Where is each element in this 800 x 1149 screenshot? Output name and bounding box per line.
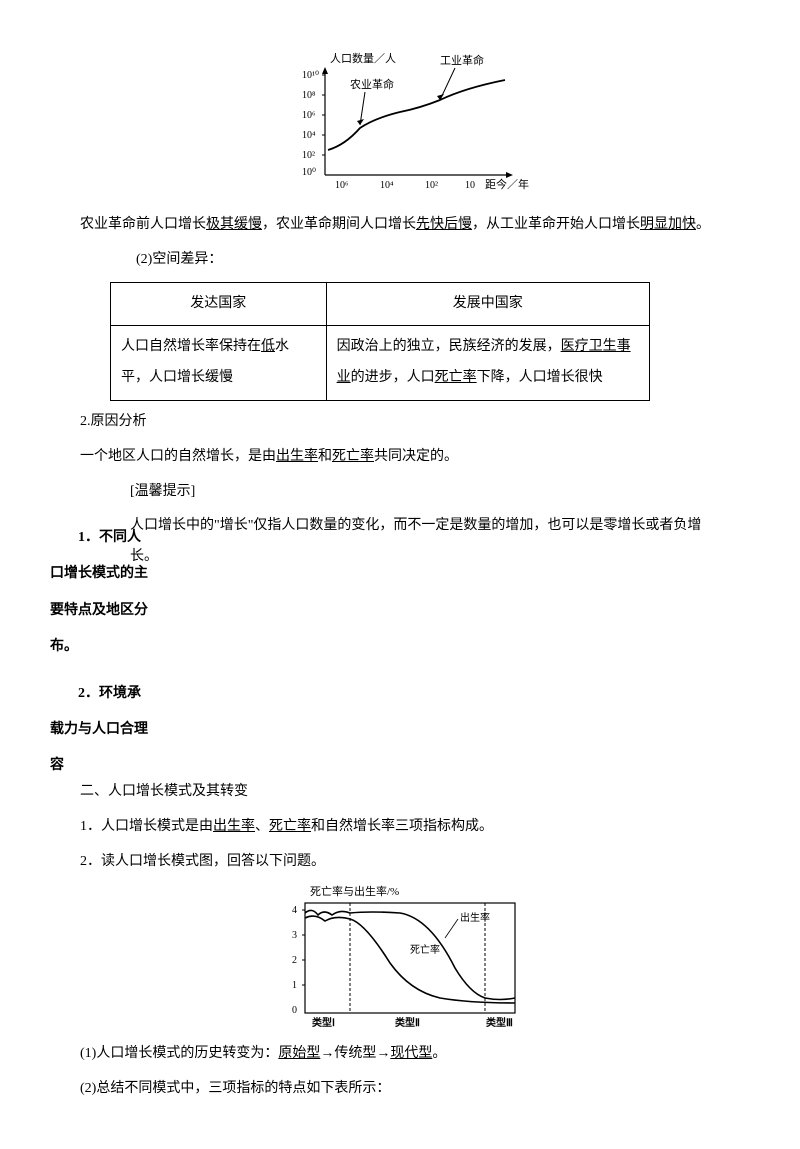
th-developing: 发展中国家: [326, 282, 649, 326]
svg-text:10⁰: 10⁰: [302, 167, 316, 178]
svg-text:10: 10: [465, 180, 475, 191]
svg-text:3: 3: [292, 930, 297, 941]
td-developing: 因政治上的独立，民族经济的发展，医疗卫生事业的进步，人口死亡率下降，人口增长很快: [326, 326, 649, 401]
spacer: [80, 577, 720, 777]
td-developed: 人口自然增长率保持在低水平，人口增长缓慢: [111, 326, 327, 401]
industrial-annot: 工业革命: [440, 53, 484, 67]
th-developed: 发达国家: [111, 282, 327, 326]
main-content: 农业革命前人口增长极其缓慢，农业革命期间人口增长先快后慢，从工业革命开始人口增长…: [80, 210, 720, 1105]
svg-text:类型Ⅰ: 类型Ⅰ: [312, 1016, 335, 1029]
svg-text:10²: 10²: [425, 180, 438, 191]
svg-text:4: 4: [292, 905, 297, 916]
y-axis-label: 人口数量／人: [330, 52, 396, 65]
svg-text:0: 0: [292, 1005, 297, 1016]
svg-text:10⁶: 10⁶: [335, 180, 349, 191]
svg-text:1: 1: [292, 980, 297, 991]
para-transition: (1)人口增长模式的历史转变为：原始型→传统型→现代型。: [80, 1039, 720, 1070]
para-reason-title: 2.原因分析: [80, 407, 720, 438]
para-summary: (2)总结不同模式中，三项指标的特点如下表所示：: [80, 1074, 720, 1105]
svg-text:10⁶: 10⁶: [302, 110, 316, 121]
growth-model-chart: 死亡率与出生率/% 4 3 2 1 0 出生率 死亡率 类型Ⅰ 类型: [260, 883, 540, 1033]
agri-annot: 农业革命: [350, 77, 394, 91]
svg-text:10²: 10²: [302, 150, 315, 161]
svg-text:10⁴: 10⁴: [380, 180, 394, 191]
svg-text:10¹⁰: 10¹⁰: [302, 70, 319, 81]
para-reason-body: 一个地区人口的自然增长，是由出生率和死亡率共同决定的。: [80, 442, 720, 473]
tip-title: [温馨提示]: [130, 477, 720, 508]
birth-label: 出生率: [460, 911, 490, 924]
sec2-item2: 2．读人口增长模式图，回答以下问题。: [80, 847, 720, 878]
para-agri-text: 农业革命前人口增长极其缓慢，农业革命期间人口增长先快后慢，从工业革命开始人口增长…: [80, 210, 720, 241]
tip-body: 人口增长中的"增长"仅指人口数量的变化，而不一定是数量的增加，也可以是零增长或者…: [130, 511, 720, 573]
death-rate-line: [305, 916, 515, 1003]
svg-text:类型Ⅱ: 类型Ⅱ: [395, 1016, 420, 1029]
sec2-title: 二、人口增长模式及其转变: [80, 777, 720, 808]
side-item-2: 2．环境承载力与人口合理容: [50, 676, 150, 785]
c2-ylabel: 死亡率与出生率/%: [310, 884, 399, 898]
population-history-chart: 人口数量／人 工业革命 农业革命 10¹⁰ 10⁸ 10⁶ 10⁴ 10² 10…: [260, 50, 540, 200]
svg-text:10⁸: 10⁸: [302, 90, 316, 101]
svg-text:10⁴: 10⁴: [302, 130, 316, 141]
death-label: 死亡率: [410, 943, 440, 956]
sec2-item1: 1．人口增长模式是由出生率、死亡率和自然增长率三项指标构成。: [80, 812, 720, 843]
country-table: 发达国家 发展中国家 人口自然增长率保持在低水平，人口增长缓慢 因政治上的独立，…: [110, 282, 650, 401]
sidebar-outline: 1．不同人口增长模式的主要特点及地区分布。 2．环境承载力与人口合理容: [50, 520, 150, 785]
svg-text:类型Ⅲ: 类型Ⅲ: [486, 1016, 513, 1029]
para-spatial: (2)空间差异：: [80, 245, 720, 276]
svg-text:2: 2: [292, 955, 297, 966]
svg-text:距今／年: 距今／年: [485, 177, 529, 191]
side-item-1: 1．不同人口增长模式的主要特点及地区分布。: [50, 520, 150, 666]
